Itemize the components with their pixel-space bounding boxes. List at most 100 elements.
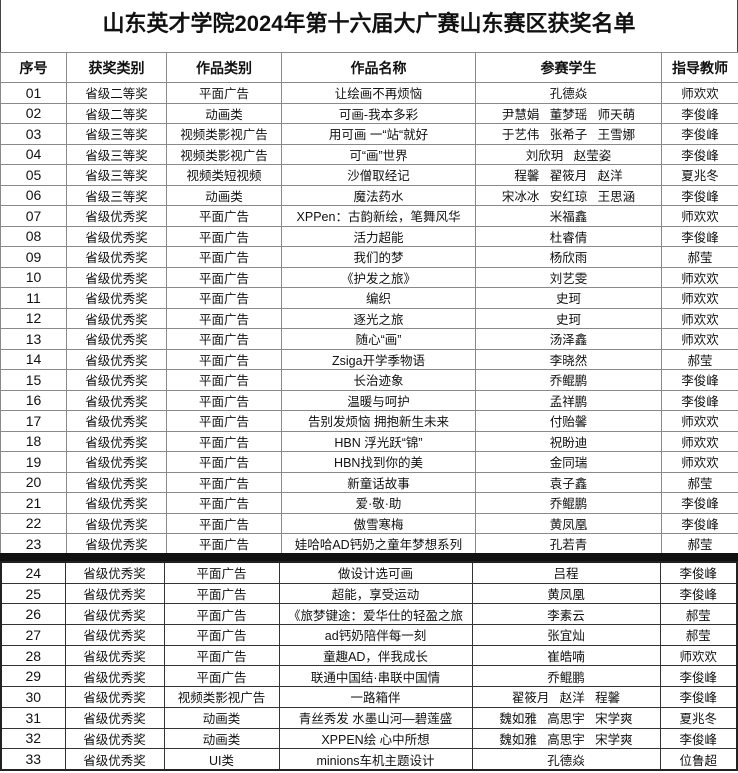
cell-award-category: 省级优秀奖 — [64, 686, 165, 708]
cell-advisor: 李俊峰 — [659, 727, 738, 750]
cell-work-title: 让绘画不再烦恼 — [281, 82, 476, 104]
cell-students: 乔鲲鹏 — [475, 492, 662, 514]
award-table-part-1: 序号 获奖类别 作品类别 作品名称 参赛学生 指导教师 01 省级二等奖 平面广告让… — [0, 52, 738, 555]
cell-work-title: 童趣AD，伴我成长 — [278, 644, 473, 667]
table-row: 10 省级优秀奖 平面广告 《护发之旅》 刘艺雯 师欢欢 — [0, 266, 738, 288]
table-row: 22 省级优秀奖 平面广告 傲雪寒梅 黄凤凰 李俊峰 — [0, 512, 738, 534]
cell-index: 09 — [0, 246, 67, 268]
cell-award-category: 省级优秀奖 — [64, 665, 165, 688]
cell-award-category: 省级优秀奖 — [64, 561, 165, 584]
table-row: 30 省级优秀奖 视频类影视广告 一路箱伴 翟筱月 赵洋 程馨 李俊峰 — [0, 686, 738, 708]
cell-award-category: 省级优秀奖 — [66, 451, 167, 473]
cell-award-category: 省级优秀奖 — [66, 287, 167, 309]
table-row: 25 省级优秀奖 平面广告 超能，享受运动 黄凤凰 李俊峰 — [0, 582, 738, 605]
cell-award-category: 省级优秀奖 — [64, 644, 165, 667]
cell-students: 翟筱月 赵洋 程馨 — [471, 686, 661, 708]
cell-award-category: 省级三等奖 — [66, 123, 167, 145]
cell-award-category: 省级优秀奖 — [66, 205, 167, 227]
cell-index: 10 — [0, 266, 67, 288]
cell-award-category: 省级优秀奖 — [66, 389, 167, 411]
cell-students: 祝盼迪 — [475, 430, 662, 452]
table-row: 24 省级优秀奖 平面广告 做设计选可画 吕程 李俊峰 — [0, 561, 738, 584]
table-row: 08 省级优秀奖 平面广告 活力超能 杜睿倩 李俊峰 — [0, 225, 738, 247]
cell-students: 付贻馨 — [475, 410, 662, 432]
cell-work-title: 爱·敬·助 — [281, 492, 476, 514]
table-row: 09 省级优秀奖 平面广告 我们的梦 杨欣雨 郝莹 — [0, 246, 738, 268]
cell-advisor: 夏兆冬 — [661, 164, 738, 186]
cell-index: 14 — [0, 348, 67, 370]
cell-work-category: 视频类影视广告 — [166, 123, 282, 145]
cell-award-category: 省级优秀奖 — [66, 246, 167, 268]
cell-advisor: 李俊峰 — [659, 582, 738, 605]
cell-work-title: XPPEN绘 心中所想 — [278, 727, 473, 750]
cell-students: 魏如雅 高思宇 宋学爽 — [471, 706, 661, 729]
cell-work-title: 《旅梦键途：爱华仕的轻盈之旅 — [278, 603, 473, 626]
cell-index: 01 — [0, 82, 67, 104]
cell-award-category: 省级优秀奖 — [66, 266, 167, 288]
table-row: 19 省级优秀奖 平面广告 HBN找到你的美 金同瑞 师欢欢 — [0, 451, 738, 473]
table-divider — [0, 553, 738, 561]
cell-students: 李晓然 — [475, 348, 662, 370]
table-row: 27 省级优秀奖 平面广告 ad钙奶陪伴每一刻 张宜灿 郝莹 — [0, 624, 738, 646]
cell-index: 04 — [0, 143, 67, 165]
cell-work-category: 平面广告 — [166, 410, 282, 432]
cell-students: 史珂 — [475, 307, 662, 329]
cell-award-category: 省级优秀奖 — [64, 727, 165, 750]
cell-students: 宋冰冰 安红琼 王思涵 — [475, 184, 662, 206]
cell-advisor: 李俊峰 — [661, 123, 738, 145]
cell-work-category: 平面广告 — [166, 246, 282, 268]
cell-advisor: 郝莹 — [661, 246, 738, 268]
cell-advisor: 李俊峰 — [661, 184, 738, 206]
cell-advisor: 师欢欢 — [661, 287, 738, 309]
cell-index: 32 — [0, 727, 66, 750]
cell-work-title: HBN 浮光跃“锦” — [281, 430, 476, 452]
cell-advisor: 郝莹 — [659, 624, 738, 646]
cell-work-category: 平面广告 — [166, 348, 282, 370]
cell-award-category: 省级优秀奖 — [66, 225, 167, 247]
cell-advisor: 郝莹 — [661, 348, 738, 370]
cell-work-category: 平面广告 — [166, 492, 282, 514]
page-title: 山东英才学院2024年第十六届大广赛山东赛区获奖名单 — [0, 0, 738, 52]
cell-students: 汤泽鑫 — [475, 328, 662, 350]
cell-award-category: 省级优秀奖 — [66, 348, 167, 370]
cell-work-title: 编织 — [281, 287, 476, 309]
cell-work-category: UI类 — [163, 748, 280, 771]
cell-students: 吕程 — [471, 561, 661, 584]
cell-award-category: 省级三等奖 — [66, 143, 167, 165]
cell-advisor: 师欢欢 — [661, 451, 738, 473]
cell-index: 33 — [0, 748, 66, 771]
cell-index: 25 — [0, 582, 66, 605]
cell-work-category: 平面广告 — [166, 369, 282, 391]
cell-advisor: 李俊峰 — [659, 686, 738, 708]
cell-students: 米福鑫 — [475, 205, 662, 227]
table-row: 11 省级优秀奖 平面广告 编织 史珂 师欢欢 — [0, 287, 738, 309]
cell-work-category: 视频类影视广告 — [163, 686, 280, 708]
cell-students: 孔德焱 — [475, 82, 662, 104]
cell-index: 03 — [0, 123, 67, 145]
table-row: 12 省级优秀奖 平面广告 逐光之旅 史珂 师欢欢 — [0, 307, 738, 329]
cell-work-title: Zsiga开学季物语 — [281, 348, 476, 370]
cell-work-category: 平面广告 — [166, 82, 282, 104]
cell-award-category: 省级优秀奖 — [66, 471, 167, 493]
table-row: 17 省级优秀奖 平面广告 告别发烦恼 拥抱新生未来 付贻馨 师欢欢 — [0, 410, 738, 432]
cell-award-category: 省级优秀奖 — [64, 582, 165, 605]
table-row: 04 省级三等奖 视频类影视广告 可“画”世界 刘欣玥 赵莹姿 李俊峰 — [0, 143, 738, 165]
cell-award-category: 省级优秀奖 — [64, 624, 165, 646]
cell-work-title: 用可画 一“站“就好 — [281, 123, 476, 145]
cell-work-category: 平面广告 — [166, 471, 282, 493]
cell-index: 12 — [0, 307, 67, 329]
cell-work-title: 活力超能 — [281, 225, 476, 247]
table-row: 05 省级三等奖 视频类短视频 沙僧取经记 程馨 翟筱月 赵洋 夏兆冬 — [0, 164, 738, 186]
cell-students: 李素云 — [471, 603, 661, 626]
table-row: 26 省级优秀奖 平面广告 《旅梦键途：爱华仕的轻盈之旅 李素云 郝莹 — [0, 603, 738, 626]
table-row: 28 省级优秀奖 平面广告 童趣AD，伴我成长 崔皓喃 师欢欢 — [0, 644, 738, 667]
cell-students: 袁子鑫 — [475, 471, 662, 493]
cell-students: 魏如雅 高思宇 宋学爽 — [471, 727, 661, 750]
cell-work-title: 温暖与呵护 — [281, 389, 476, 411]
cell-award-category: 省级优秀奖 — [66, 533, 167, 555]
cell-work-category: 视频类影视广告 — [166, 143, 282, 165]
cell-advisor: 李俊峰 — [661, 369, 738, 391]
cell-index: 19 — [0, 451, 67, 473]
cell-work-category: 平面广告 — [163, 644, 280, 667]
table-row: 21 省级优秀奖 平面广告 爱·敬·助 乔鲲鹏 李俊峰 — [0, 492, 738, 514]
